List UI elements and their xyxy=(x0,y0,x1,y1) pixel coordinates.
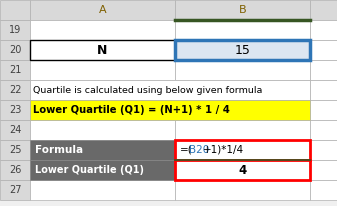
Bar xyxy=(310,180,337,200)
Text: 26: 26 xyxy=(9,165,21,175)
Bar xyxy=(175,80,310,100)
Bar xyxy=(175,40,310,60)
Text: 24: 24 xyxy=(9,125,21,135)
Bar xyxy=(310,0,337,20)
Bar xyxy=(30,20,175,40)
Bar xyxy=(30,80,175,100)
Text: 21: 21 xyxy=(9,65,21,75)
Text: B20: B20 xyxy=(189,145,209,155)
Text: 15: 15 xyxy=(235,43,250,56)
Bar xyxy=(0,20,30,40)
Bar xyxy=(310,100,337,120)
Text: Lower Quartile (Q1): Lower Quartile (Q1) xyxy=(35,165,144,175)
Bar xyxy=(0,80,30,100)
Text: Quartile is calculated using below given formula: Quartile is calculated using below given… xyxy=(33,85,263,95)
Bar xyxy=(30,40,175,60)
Bar xyxy=(310,60,337,80)
Bar xyxy=(30,140,175,160)
Text: 23: 23 xyxy=(9,105,21,115)
Bar xyxy=(310,140,337,160)
Bar xyxy=(0,180,30,200)
Bar xyxy=(0,40,30,60)
Bar xyxy=(0,0,30,20)
Bar xyxy=(175,120,310,140)
Text: A: A xyxy=(99,5,106,15)
Text: 25: 25 xyxy=(9,145,21,155)
Text: B: B xyxy=(239,5,246,15)
Bar xyxy=(30,140,175,160)
Bar xyxy=(30,160,175,180)
Bar xyxy=(30,60,175,80)
Bar xyxy=(310,20,337,40)
Text: 22: 22 xyxy=(9,85,21,95)
Bar xyxy=(0,140,30,160)
Text: N: N xyxy=(97,43,108,56)
Bar xyxy=(30,120,175,140)
Text: =(: =( xyxy=(180,145,193,155)
Bar xyxy=(175,100,310,120)
Bar xyxy=(175,180,310,200)
Bar xyxy=(30,0,175,20)
Bar xyxy=(310,80,337,100)
Text: 4: 4 xyxy=(238,164,247,177)
Bar xyxy=(175,140,310,160)
Bar xyxy=(175,0,310,20)
Text: Formula: Formula xyxy=(35,145,83,155)
Text: 20: 20 xyxy=(9,45,21,55)
Bar xyxy=(175,160,310,180)
Bar xyxy=(30,180,175,200)
Bar xyxy=(30,160,175,180)
Bar xyxy=(175,20,310,40)
Text: 19: 19 xyxy=(9,25,21,35)
Bar xyxy=(0,160,30,180)
Bar xyxy=(30,80,310,100)
Text: Lower Quartile (Q1) = (N+1) * 1 / 4: Lower Quartile (Q1) = (N+1) * 1 / 4 xyxy=(33,105,230,115)
Bar xyxy=(0,100,30,120)
Bar xyxy=(310,120,337,140)
Text: +1)*1/4: +1)*1/4 xyxy=(203,145,244,155)
Bar xyxy=(30,100,175,120)
Bar xyxy=(310,40,337,60)
Bar xyxy=(175,40,310,60)
Bar xyxy=(175,140,310,160)
Bar xyxy=(310,160,337,180)
Bar xyxy=(175,60,310,80)
Bar xyxy=(0,120,30,140)
Bar xyxy=(0,60,30,80)
Text: 27: 27 xyxy=(9,185,21,195)
Bar xyxy=(30,100,310,120)
Bar xyxy=(175,160,310,180)
Bar xyxy=(30,40,175,60)
